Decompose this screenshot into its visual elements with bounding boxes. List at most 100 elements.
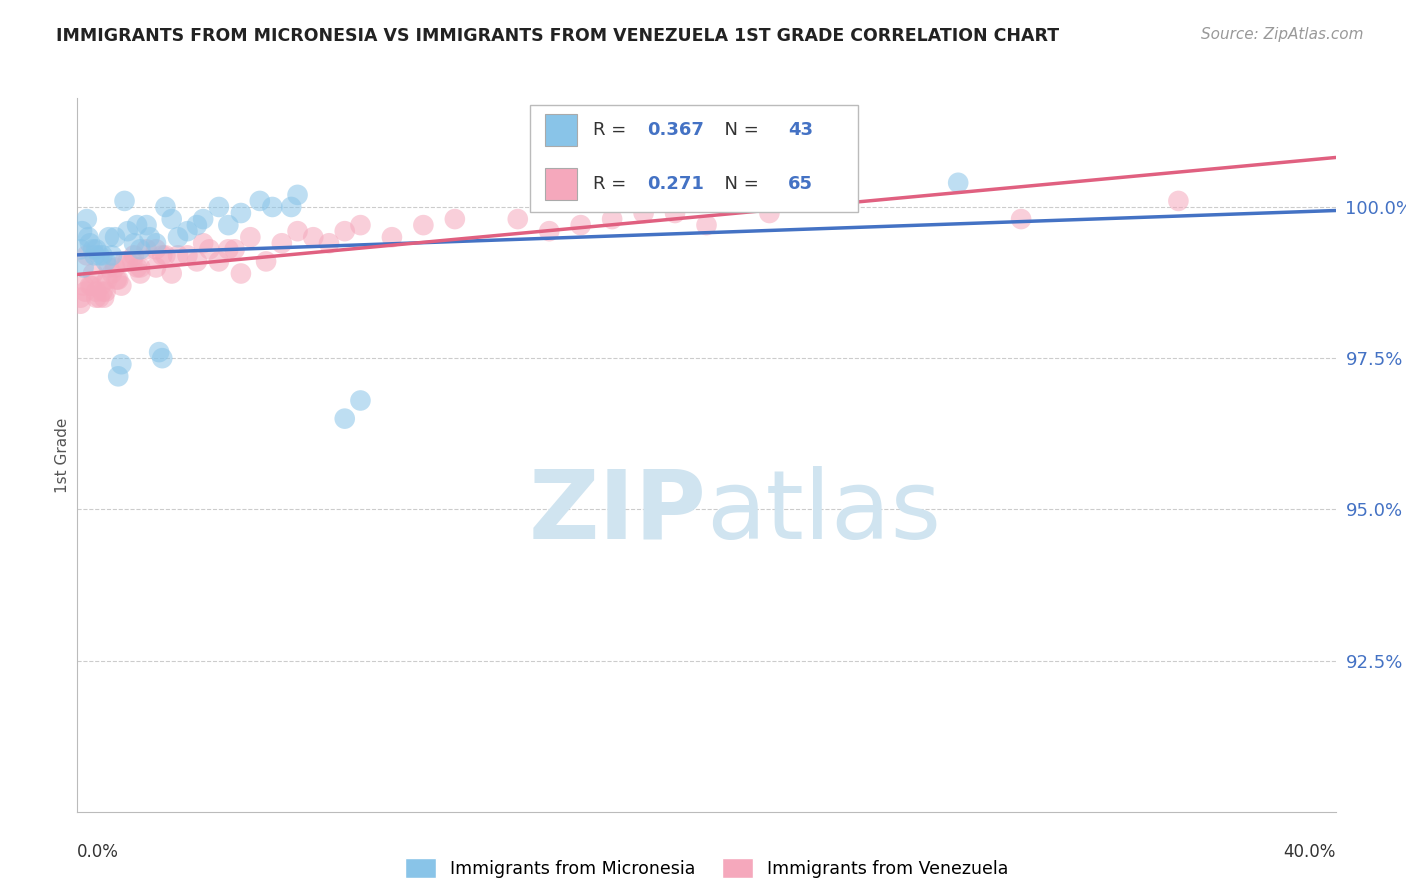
Point: [191, 212, 215, 227]
Text: N =: N =: [713, 121, 765, 139]
Point: [84, 291, 107, 305]
Point: [155, 200, 177, 214]
Point: [97, 230, 120, 244]
Point: [145, 260, 167, 275]
Point: [122, 248, 145, 262]
Text: 40.0%: 40.0%: [1284, 843, 1336, 861]
Point: [107, 272, 129, 286]
Point: [412, 218, 434, 232]
Point: [117, 224, 139, 238]
FancyBboxPatch shape: [546, 168, 576, 200]
Point: [333, 224, 356, 238]
Point: [83, 248, 105, 262]
Point: [89, 248, 111, 262]
Point: [138, 230, 160, 244]
Point: [148, 345, 170, 359]
Point: [280, 200, 302, 214]
Point: [70, 224, 93, 238]
Point: [948, 176, 970, 190]
Point: [1010, 212, 1032, 227]
Point: [333, 411, 356, 425]
Point: [217, 242, 239, 256]
Legend: Immigrants from Micronesia, Immigrants from Venezuela: Immigrants from Micronesia, Immigrants f…: [398, 851, 1015, 885]
Point: [82, 267, 104, 281]
Point: [160, 267, 183, 281]
Text: atlas: atlas: [707, 466, 942, 558]
Point: [104, 260, 127, 275]
Point: [696, 218, 718, 232]
Point: [72, 260, 94, 275]
Point: [302, 230, 325, 244]
Point: [84, 242, 107, 256]
Point: [101, 267, 124, 281]
Point: [191, 236, 215, 251]
Point: [217, 218, 239, 232]
Point: [381, 230, 404, 244]
Point: [349, 218, 371, 232]
Text: Source: ZipAtlas.com: Source: ZipAtlas.com: [1201, 27, 1364, 42]
Point: [114, 254, 136, 268]
Point: [84, 285, 107, 299]
Point: [76, 212, 98, 227]
Point: [110, 357, 132, 371]
Point: [104, 230, 127, 244]
Point: [121, 254, 143, 268]
Text: 0.367: 0.367: [647, 121, 704, 139]
Y-axis label: 1st Grade: 1st Grade: [55, 417, 70, 492]
Point: [229, 267, 252, 281]
Point: [176, 248, 198, 262]
Point: [444, 212, 467, 227]
Point: [287, 224, 309, 238]
Point: [75, 285, 97, 299]
Point: [506, 212, 529, 227]
Point: [96, 272, 118, 286]
Point: [600, 212, 623, 227]
Point: [176, 224, 198, 238]
Point: [150, 351, 173, 366]
Point: [91, 285, 114, 299]
Point: [72, 278, 94, 293]
Point: [1167, 194, 1189, 208]
Point: [110, 278, 132, 293]
Point: [127, 218, 149, 232]
Point: [76, 248, 98, 262]
Point: [249, 194, 271, 208]
Point: [129, 267, 152, 281]
Point: [77, 230, 100, 244]
Point: [270, 236, 292, 251]
FancyBboxPatch shape: [530, 105, 858, 212]
Point: [82, 242, 104, 256]
Point: [229, 206, 252, 220]
Point: [167, 230, 190, 244]
Point: [135, 218, 157, 232]
Text: 65: 65: [789, 175, 813, 193]
Point: [349, 393, 371, 408]
Point: [155, 248, 177, 262]
Point: [94, 285, 117, 299]
Point: [129, 260, 152, 275]
Point: [224, 242, 246, 256]
Point: [633, 206, 655, 220]
FancyBboxPatch shape: [546, 114, 576, 146]
Point: [114, 194, 136, 208]
Point: [664, 206, 686, 220]
Point: [208, 200, 231, 214]
Point: [254, 254, 277, 268]
Point: [145, 242, 167, 256]
Point: [239, 230, 262, 244]
Point: [69, 297, 91, 311]
Point: [127, 260, 149, 275]
Point: [79, 236, 101, 251]
Point: [117, 254, 139, 268]
Point: [107, 369, 129, 384]
Point: [287, 187, 309, 202]
Point: [198, 242, 221, 256]
Text: 0.0%: 0.0%: [77, 843, 120, 861]
Point: [91, 248, 114, 262]
Point: [318, 236, 340, 251]
Text: IMMIGRANTS FROM MICRONESIA VS IMMIGRANTS FROM VENEZUELA 1ST GRADE CORRELATION CH: IMMIGRANTS FROM MICRONESIA VS IMMIGRANTS…: [56, 27, 1059, 45]
Point: [145, 236, 167, 251]
Point: [97, 260, 120, 275]
Point: [129, 242, 152, 256]
Text: 43: 43: [789, 121, 813, 139]
